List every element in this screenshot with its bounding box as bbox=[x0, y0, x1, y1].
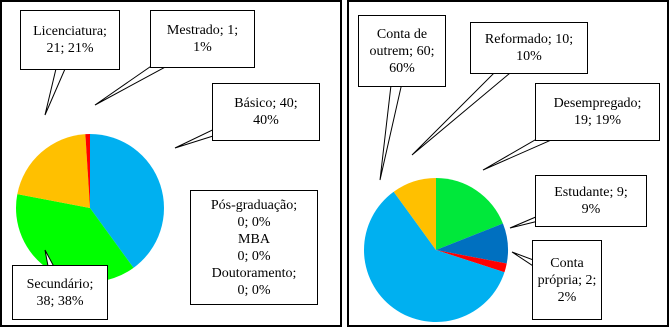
chart-frame bbox=[347, 0, 669, 327]
data-label: Estudante; 9; 9% bbox=[535, 175, 647, 227]
data-label: Licenciatura; 21; 21% bbox=[20, 10, 120, 70]
data-label: Reformado; 10; 10% bbox=[470, 22, 588, 74]
data-label: Pós-graduação; 0; 0% bbox=[210, 197, 298, 230]
pie-slice bbox=[85, 134, 90, 208]
chart-frame bbox=[0, 0, 342, 327]
data-label: Secundário; 38; 38% bbox=[12, 265, 108, 320]
pie-slice bbox=[364, 191, 505, 322]
data-label: Conta própria; 2; 2% bbox=[532, 240, 602, 320]
pie-slice bbox=[15, 194, 134, 283]
data-label: Conta de outrem; 60; 60% bbox=[358, 15, 446, 87]
data-label-group: Pós-graduação; 0; 0% MBA 0; 0% Doutorament… bbox=[190, 190, 318, 305]
data-label: MBA 0; 0% bbox=[237, 231, 271, 264]
data-label: Doutoramento; 0; 0% bbox=[211, 265, 297, 298]
data-label: Mestrado; 1; 1% bbox=[150, 10, 255, 68]
pie-slice bbox=[436, 223, 508, 264]
data-label: Desempregado; 19; 19% bbox=[535, 83, 660, 141]
data-label: Básico; 40; 40% bbox=[212, 83, 320, 141]
pie-slice bbox=[90, 134, 165, 268]
pie-slice bbox=[436, 178, 503, 250]
pie-slice bbox=[393, 178, 436, 250]
pie-slice bbox=[436, 250, 507, 273]
pie-slice bbox=[17, 134, 90, 208]
